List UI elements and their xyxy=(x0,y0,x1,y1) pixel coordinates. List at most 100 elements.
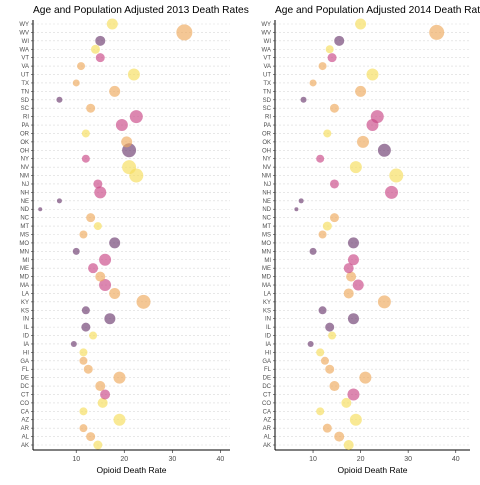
y-tick-label: UT xyxy=(263,73,271,79)
y-tick-label: TX xyxy=(263,81,271,87)
data-point-ky xyxy=(136,294,151,309)
x-tick-label: 20 xyxy=(120,456,128,463)
y-tick-label: PA xyxy=(263,123,271,129)
y-tick-label: NJ xyxy=(264,182,271,188)
y-tick-label: SC xyxy=(21,106,30,112)
y-tick-label: HI xyxy=(23,350,29,356)
y-tick-label: MT xyxy=(262,224,271,230)
y-tick-label: CA xyxy=(21,409,29,415)
y-tick-label: CO xyxy=(262,401,271,407)
data-point-ak xyxy=(343,440,354,450)
y-tick-label: OR xyxy=(20,131,30,137)
y-tick-label: NC xyxy=(262,216,271,222)
y-tick-label: OH xyxy=(20,148,29,154)
data-point-ne xyxy=(298,198,304,204)
x-tick-label: 20 xyxy=(357,456,365,463)
y-tick-label: IA xyxy=(23,342,29,348)
data-point-tn xyxy=(109,85,121,97)
data-point-nv xyxy=(122,160,137,175)
data-point-mn xyxy=(72,247,80,255)
y-tick-label: VA xyxy=(21,64,29,70)
data-point-de xyxy=(113,371,126,384)
data-point-sd xyxy=(300,96,307,103)
chart-title: Age and Population Adjusted 2014 Death R… xyxy=(275,5,480,16)
data-point-ct xyxy=(100,389,111,400)
y-tick-label: NJ xyxy=(22,182,29,188)
chart-panel-1: Age and Population Adjusted 2013 Death R… xyxy=(19,5,248,475)
y-tick-label: VT xyxy=(263,56,271,62)
data-point-mo xyxy=(347,237,359,249)
y-tick-label: TN xyxy=(21,89,29,95)
y-tick-label: NE xyxy=(21,199,29,205)
data-point-al xyxy=(86,432,96,442)
y-tick-label: NM xyxy=(262,174,271,180)
data-point-az xyxy=(349,413,362,426)
y-tick-label: AL xyxy=(22,435,30,441)
data-point-nc xyxy=(329,213,339,223)
x-axis-label: Opioid Death Rate xyxy=(338,465,408,475)
y-tick-label: AK xyxy=(263,443,271,449)
data-point-mi xyxy=(99,253,112,266)
y-tick-label: NV xyxy=(263,165,271,171)
y-tick-label: AZ xyxy=(263,418,271,424)
y-tick-label: FL xyxy=(22,367,30,373)
y-tick-label: TX xyxy=(21,81,29,87)
y-tick-label: MI xyxy=(22,258,29,264)
data-point-dc xyxy=(95,381,106,392)
y-tick-label: NE xyxy=(263,199,271,205)
data-point-nh xyxy=(385,185,399,199)
data-point-tn xyxy=(355,85,367,97)
y-tick-label: MD xyxy=(262,275,272,281)
data-point-ga xyxy=(79,356,88,365)
data-point-md xyxy=(346,271,357,282)
y-tick-label: DE xyxy=(263,376,271,382)
y-tick-label: GA xyxy=(20,359,29,365)
y-tick-label: MO xyxy=(261,241,271,247)
y-tick-label: NY xyxy=(263,157,271,163)
y-tick-label: RI xyxy=(265,115,271,121)
data-point-ak xyxy=(93,440,103,450)
data-point-ma xyxy=(99,279,112,292)
data-point-la xyxy=(109,287,121,299)
data-point-mt xyxy=(322,221,332,231)
data-point-ar xyxy=(322,423,332,433)
y-tick-label: MN xyxy=(262,249,271,255)
y-tick-label: IN xyxy=(23,317,29,323)
data-point-in xyxy=(104,313,116,325)
data-point-hi xyxy=(79,348,88,357)
y-tick-label: MS xyxy=(262,233,271,239)
y-tick-label: WY xyxy=(19,22,29,28)
y-tick-label: MI xyxy=(264,258,271,264)
data-point-ri xyxy=(370,110,384,124)
data-point-il xyxy=(81,322,91,332)
data-point-wy xyxy=(106,18,118,30)
y-tick-label: OR xyxy=(262,131,272,137)
data-point-ma xyxy=(352,279,364,291)
data-point-vt xyxy=(95,53,105,63)
y-tick-label: FL xyxy=(264,367,272,373)
y-tick-label: DC xyxy=(262,384,271,390)
data-point-fl xyxy=(325,364,335,374)
data-point-me xyxy=(343,263,354,274)
y-tick-label: AL xyxy=(264,435,272,441)
data-point-la xyxy=(343,288,354,299)
data-point-ga xyxy=(320,356,329,365)
data-point-sc xyxy=(329,103,339,113)
y-tick-label: AZ xyxy=(21,418,29,424)
data-point-wv xyxy=(176,24,193,41)
data-point-hi xyxy=(316,348,325,357)
y-tick-label: VA xyxy=(263,64,271,70)
y-tick-label: OH xyxy=(262,148,271,154)
data-point-id xyxy=(89,331,98,340)
data-point-ri xyxy=(129,110,143,124)
y-tick-label: NM xyxy=(20,174,29,180)
y-tick-label: NH xyxy=(20,190,29,196)
y-tick-label: MN xyxy=(20,249,29,255)
data-point-ne xyxy=(56,198,62,204)
x-axis-label: Opioid Death Rate xyxy=(97,465,167,475)
data-point-ut xyxy=(127,68,140,81)
x-tick-label: 40 xyxy=(216,456,224,463)
data-point-va xyxy=(318,62,327,71)
